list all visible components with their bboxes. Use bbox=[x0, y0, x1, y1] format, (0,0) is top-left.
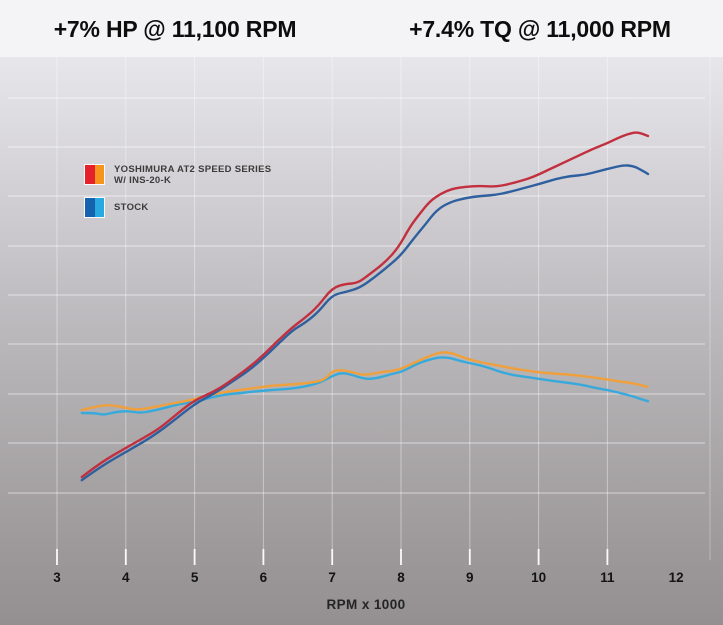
hp-gain-title: +7% HP @ 11,100 RPM bbox=[53, 16, 297, 42]
swatch-lightblue-half bbox=[94, 198, 104, 217]
legend-label-stock: STOCK bbox=[114, 202, 149, 214]
x-tick-label-11: 11 bbox=[600, 570, 615, 585]
x-tick-label-7: 7 bbox=[328, 570, 336, 585]
legend-label-line1: YOSHIMURA AT2 SPEED SERIES bbox=[114, 164, 272, 175]
stock-color-swatch bbox=[84, 197, 105, 218]
curve-tq_yoshimura bbox=[80, 351, 649, 412]
legend: YOSHIMURA AT2 SPEED SERIES W/ INS-20-K S… bbox=[84, 164, 271, 229]
curve-hp_yoshimura bbox=[80, 131, 650, 479]
x-tick-label-4: 4 bbox=[122, 570, 130, 585]
grid-layer bbox=[8, 57, 711, 565]
curve-tq_stock bbox=[80, 356, 650, 416]
swatch-orange-half bbox=[94, 165, 104, 184]
x-tick-label-8: 8 bbox=[397, 570, 405, 585]
yoshimura-color-swatch bbox=[84, 164, 105, 185]
legend-item-yoshimura: YOSHIMURA AT2 SPEED SERIES W/ INS-20-K bbox=[84, 164, 271, 186]
curve-layer bbox=[80, 131, 650, 482]
plot-background bbox=[0, 57, 723, 625]
legend-label-line1: STOCK bbox=[114, 201, 149, 213]
legend-item-stock: STOCK bbox=[84, 197, 271, 218]
x-axis-label: RPM x 1000 bbox=[326, 597, 406, 612]
x-tick-label-9: 9 bbox=[466, 570, 474, 585]
legend-label-yoshimura: YOSHIMURA AT2 SPEED SERIES W/ INS-20-K bbox=[114, 164, 271, 186]
tq-gain-title: +7.4% TQ @ 11,000 RPM bbox=[409, 16, 671, 42]
x-tick-label-10: 10 bbox=[531, 570, 547, 585]
x-tick-label-3: 3 bbox=[53, 570, 61, 585]
x-tick-label-6: 6 bbox=[259, 570, 268, 585]
legend-label-line2: W/ INS-20-K bbox=[114, 174, 172, 186]
x-tick-label-12: 12 bbox=[668, 570, 684, 585]
curve-hp_stock bbox=[80, 164, 650, 482]
swatch-darkblue-half bbox=[85, 198, 95, 217]
x-tick-label-5: 5 bbox=[190, 570, 199, 585]
swatch-red-half bbox=[85, 165, 95, 184]
